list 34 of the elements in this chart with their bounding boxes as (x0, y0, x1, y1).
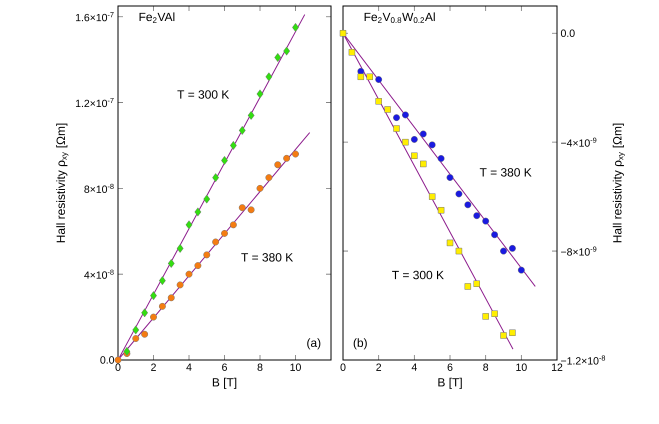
y-axis-title: Hall resistivity ρ$_{xy}$ [Ωm] (56, 124, 68, 242)
chart-title: Fe$_{2}$VAl (140, 12, 174, 23)
annotation: T = 300 K (177, 90, 230, 99)
x-tick-label: 4 (412, 364, 417, 371)
y-tick-label: 8×10$^{-8}$ (84, 184, 114, 193)
y2-axis-title: Hall resistivity ρ$_{xy}$ [Ωm] (612, 124, 625, 242)
x-tick-label: 6 (222, 364, 227, 371)
y-tick-label: 1.2×10$^{-7}$ (76, 98, 114, 108)
x-tick-label: 2 (151, 364, 156, 371)
x-tick-label: 12 (552, 364, 562, 371)
x-tick-label: 10 (516, 364, 527, 371)
x-tick-label: 0 (340, 364, 346, 371)
x-tick-label: 8 (483, 364, 488, 371)
annotation: T = 380 K (241, 253, 294, 262)
x-tick-label: 6 (448, 364, 452, 371)
y2-tick-label: −8×10$^{-9}$ (561, 246, 596, 256)
x-tick-label: 2 (376, 364, 382, 371)
x-tick-label: 10 (290, 364, 301, 371)
x-tick-label: 4 (186, 364, 192, 371)
x-axis-title: B [T] (438, 378, 462, 389)
x-axis-title: B [T] (212, 378, 236, 389)
y-tick-label: 0.0 (100, 356, 114, 364)
annotation: T = 300 K (392, 270, 444, 280)
annotation: (b) (354, 338, 367, 350)
y-tick-label: 1.6×10$^{-7}$ (76, 12, 114, 22)
y2-tick-label: −4×10$^{-9}$ (561, 138, 596, 147)
annotation: (a) (307, 338, 320, 350)
y-tick-label: 4×10$^{-8}$ (84, 270, 114, 279)
annotation: T = 380 K (480, 168, 532, 177)
y2-tick-label: 0.0 (560, 30, 575, 37)
y2-tick-label: −1.2×10$^{-8}$ (561, 355, 606, 365)
chart-title: Fe$_{2}$V$_{0.8}$W$_{0.2}$Al (364, 12, 435, 23)
x-tick-label: 0 (116, 364, 121, 371)
x-tick-label: 8 (258, 364, 262, 371)
